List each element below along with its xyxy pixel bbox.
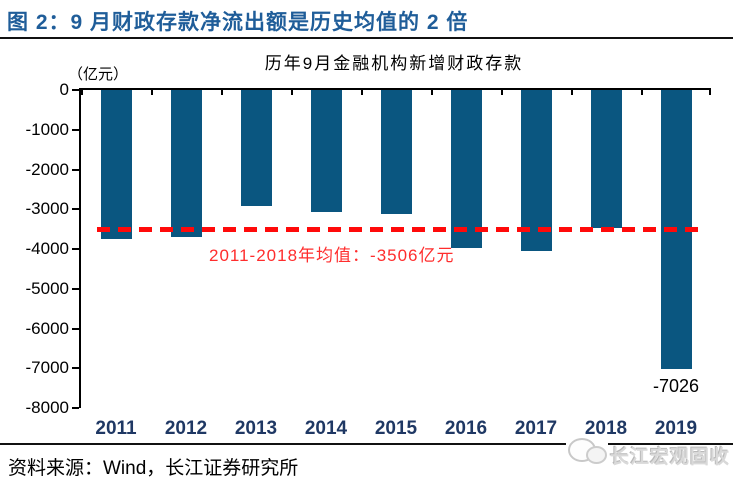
y-axis-tick-label: -6000 <box>25 318 69 338</box>
bar-2016 <box>450 90 482 248</box>
chat-bubble-small <box>586 446 607 464</box>
chart-title: 历年9月金融机构新增财政存款 <box>264 54 524 73</box>
bar-2015 <box>380 90 412 214</box>
x-axis-label-2014: 2014 <box>304 418 348 439</box>
y-axis-tick-label: -8000 <box>25 398 69 417</box>
source-note: 资料来源：Wind，长江证券研究所 <box>8 458 299 479</box>
mean-line-label: 2011-2018年均值：-3506亿元 <box>209 246 455 266</box>
y-axis-unit-label: （亿元） <box>68 66 129 83</box>
y-axis-tick <box>72 327 79 330</box>
x-axis-tick <box>501 90 503 95</box>
footer-divider <box>0 443 733 445</box>
bar-2012 <box>170 90 202 237</box>
y-axis-tick <box>72 407 79 409</box>
y-axis-tick-label: -5000 <box>25 278 69 298</box>
chat-bubbles-icon <box>566 436 608 466</box>
x-axis-tick <box>151 90 153 95</box>
x-axis-label-2015: 2015 <box>374 418 418 439</box>
y-axis-tick <box>72 208 79 211</box>
y-axis-tick <box>72 89 79 91</box>
x-axis-label-2019: 2019 <box>654 418 698 439</box>
plot-area: 0 -1000 -2000 -3000 -4000 -5000 -6000 -7000 -800… <box>26 80 711 439</box>
x-axis-tick <box>81 90 83 95</box>
mean-dashed-line <box>97 226 701 232</box>
y-axis-tick-label: -1000 <box>25 119 69 139</box>
y-axis-tick-label: 0 <box>59 80 69 99</box>
y-axis-tick-label: -4000 <box>25 239 69 258</box>
figure-title: 图 2：9 月财政存款净流出额是历史均值的 2 倍 <box>7 11 469 34</box>
y-axis-tick <box>72 248 79 250</box>
x-axis-label-2017: 2017 <box>514 418 558 439</box>
x-axis-tick <box>641 90 643 95</box>
y-axis-tick <box>72 287 79 290</box>
y-axis-tick <box>72 128 79 131</box>
brand-watermark: 长江宏观固收 <box>566 433 733 471</box>
bar-2018 <box>590 90 622 229</box>
x-axis-tick <box>291 90 293 95</box>
y-axis-tick <box>72 168 79 171</box>
y-axis-tick-label: -3000 <box>25 199 69 219</box>
bar-2017 <box>520 90 552 251</box>
brand-name: 长江宏观固收 <box>610 447 731 468</box>
x-axis-tick <box>431 90 433 95</box>
y-axis-tick-label: -2000 <box>25 159 69 179</box>
y-axis-tick <box>72 367 79 370</box>
x-axis-label-2016: 2016 <box>444 418 488 439</box>
y-axis-tick-label: -7000 <box>25 358 69 378</box>
bar-2013 <box>240 90 272 207</box>
x-axis-tick <box>571 90 573 95</box>
header-divider <box>0 37 733 39</box>
bar-2011 <box>100 90 132 239</box>
x-axis-label-2013: 2013 <box>234 418 278 439</box>
x-axis-label-2011: 2011 <box>95 418 137 439</box>
x-axis-tick <box>709 90 711 95</box>
x-axis-label-2018: 2018 <box>584 418 628 439</box>
x-axis-tick <box>361 90 363 95</box>
x-axis-tick <box>221 90 223 95</box>
data-label-2019: -7026 <box>652 376 700 397</box>
x-axis-label-2012: 2012 <box>164 418 208 439</box>
bar-2014 <box>310 90 342 213</box>
